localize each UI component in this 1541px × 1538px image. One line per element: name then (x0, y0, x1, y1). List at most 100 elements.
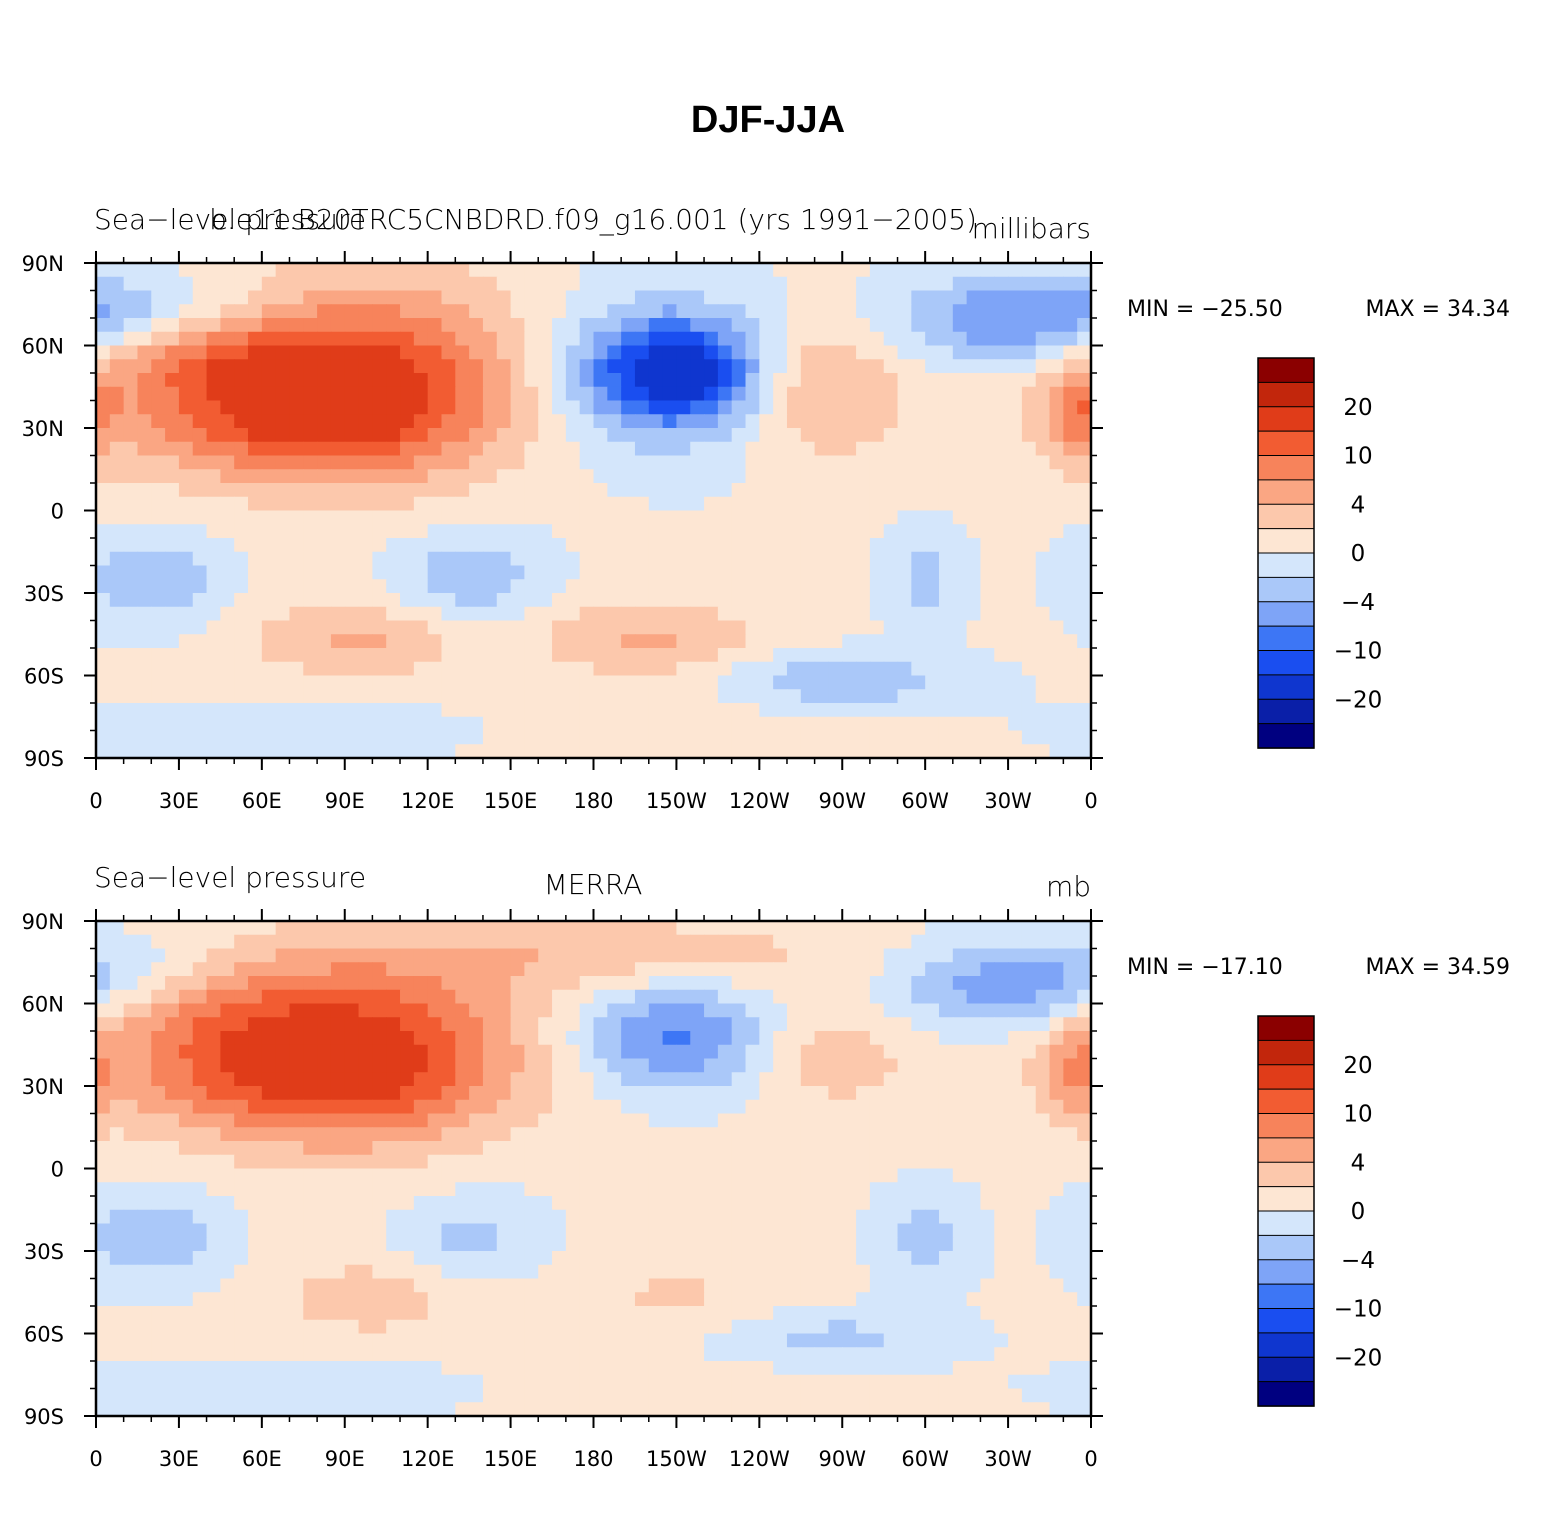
colorbar-swatch (1257, 1210, 1315, 1237)
y-tick-label: 30N (22, 1075, 64, 1099)
colorbar-label: 0 (1351, 1199, 1366, 1225)
x-tick-label: 0 (89, 1447, 102, 1471)
x-tick-label: 120E (401, 789, 454, 813)
panel-merra: Sea−level pressure MERRA mb 0 30E 60E 90E 12… (22, 861, 1510, 1471)
x-tick-label: 150E (484, 1447, 537, 1471)
colorbar-swatch (1257, 1064, 1315, 1090)
colorbar-swatch (1257, 528, 1315, 554)
colorbar-label: −4 (1341, 1248, 1375, 1274)
colorbar-label: 4 (1351, 1150, 1366, 1176)
x-tick-label: 0 (1084, 1447, 1097, 1471)
x-tick-label: 150W (646, 789, 707, 813)
panel-merra-axes: 0 30E 60E 90E 120E 150E 180 150W 120W 90W 60W 30W 0 9… (22, 909, 1103, 1471)
colorbar-swatch (1257, 1088, 1315, 1115)
panel-merra-max-label: MAX = 34.59 (1365, 955, 1510, 980)
colorbar-swatch (1257, 650, 1315, 676)
figure-title: DJF-JJA (691, 99, 845, 141)
panel-model: Sea−level pressure b.e11.B20TRC5CNBDRD.f… (22, 203, 1510, 813)
y-tick-label: 60S (24, 665, 64, 689)
colorbar-swatch (1257, 1332, 1315, 1358)
panel-model-units-label: millibars (972, 212, 1091, 245)
x-tick-label: 60E (242, 789, 282, 813)
colorbar-swatch (1257, 1381, 1315, 1407)
x-tick-label: 60W (901, 789, 949, 813)
colorbar-label: 20 (1343, 395, 1372, 421)
x-tick-label: 30E (159, 1447, 199, 1471)
y-tick-label: 0 (51, 500, 64, 524)
colorbar-swatch (1257, 698, 1315, 725)
colorbar-swatch (1257, 503, 1315, 530)
colorbar-swatch (1257, 1259, 1315, 1285)
colorbar-swatch (1257, 601, 1315, 627)
colorbar-swatch (1257, 479, 1315, 505)
x-tick-label: 90W (819, 789, 867, 813)
y-tick-label: 60N (22, 993, 64, 1017)
colorbar-label: −20 (1334, 1345, 1383, 1371)
colorbar-swatch (1257, 455, 1315, 481)
x-tick-label: 150W (646, 1447, 707, 1471)
panel-model-left-label: Sea−level pressure (94, 203, 366, 236)
colorbar-label: 20 (1343, 1053, 1372, 1079)
panel-model-case-label: b.e11.B20TRC5CNBDRD.f09_g16.001 (yrs 199… (209, 203, 977, 237)
x-tick-label: 120W (729, 789, 790, 813)
colorbar-swatch (1257, 1161, 1315, 1188)
panel-merra-left-label: Sea−level pressure (94, 861, 366, 894)
colorbar-swatch (1257, 1015, 1315, 1042)
x-tick-label: 90E (325, 1447, 365, 1471)
colorbar-swatch (1257, 1356, 1315, 1383)
y-tick-label: 90N (22, 910, 64, 934)
x-tick-label: 60E (242, 1447, 282, 1471)
colorbar-label: −4 (1341, 590, 1375, 616)
colorbar-swatch (1257, 1039, 1315, 1066)
panel-merra-field (96, 921, 1092, 1417)
x-tick-label: 180 (573, 789, 613, 813)
y-tick-label: 0 (51, 1158, 64, 1182)
colorbar-swatch (1257, 625, 1315, 652)
y-tick-label: 30S (24, 1240, 64, 1264)
panel-model-colorbar: 20 10 4 0 −4 −10 −20 (1257, 357, 1383, 749)
colorbar-swatch (1257, 406, 1315, 432)
colorbar-swatch (1257, 674, 1315, 700)
colorbar-label: −10 (1334, 1297, 1383, 1323)
panel-model-min-label: MIN = −25.50 (1127, 297, 1283, 322)
colorbar-swatch (1257, 381, 1315, 408)
colorbar-swatch (1257, 1234, 1315, 1261)
colorbar-label: 10 (1343, 1102, 1372, 1128)
x-tick-label: 180 (573, 1447, 613, 1471)
x-tick-label: 90E (325, 789, 365, 813)
colorbar-swatch (1257, 1113, 1315, 1139)
colorbar-label: 4 (1351, 492, 1366, 518)
y-tick-label: 30S (24, 582, 64, 606)
colorbar-label: 10 (1343, 444, 1372, 470)
x-tick-label: 30W (984, 1447, 1032, 1471)
x-tick-label: 120W (729, 1447, 790, 1471)
colorbar-swatch (1257, 552, 1315, 579)
panel-model-axes: 0 30E 60E 90E 120E 150E 180 150W 120W 90W 60W 30W 0 9… (22, 251, 1103, 813)
y-tick-label: 90S (24, 747, 64, 771)
y-tick-label: 30N (22, 417, 64, 441)
x-tick-label: 30E (159, 789, 199, 813)
colorbar-swatch (1257, 576, 1315, 603)
colorbar-swatch (1257, 1308, 1315, 1334)
panel-merra-min-label: MIN = −17.10 (1127, 955, 1283, 980)
y-tick-label: 90N (22, 252, 64, 276)
x-tick-label: 90W (819, 1447, 867, 1471)
panel-merra-colorbar: 20 10 4 0 −4 −10 −20 (1257, 1015, 1383, 1407)
x-tick-label: 0 (89, 789, 102, 813)
colorbar-swatch (1257, 723, 1315, 749)
panel-merra-units-label: mb (1046, 870, 1091, 903)
y-tick-label: 90S (24, 1405, 64, 1429)
y-tick-label: 60S (24, 1323, 64, 1347)
colorbar-swatch (1257, 1186, 1315, 1212)
panel-model-field (96, 263, 1092, 759)
x-tick-label: 120E (401, 1447, 454, 1471)
x-tick-label: 60W (901, 1447, 949, 1471)
colorbar-swatch (1257, 357, 1315, 384)
colorbar-swatch (1257, 1137, 1315, 1163)
colorbar-label: 0 (1351, 541, 1366, 567)
x-tick-label: 150E (484, 789, 537, 813)
colorbar-label: −10 (1334, 639, 1383, 665)
x-tick-label: 0 (1084, 789, 1097, 813)
x-tick-label: 30W (984, 789, 1032, 813)
